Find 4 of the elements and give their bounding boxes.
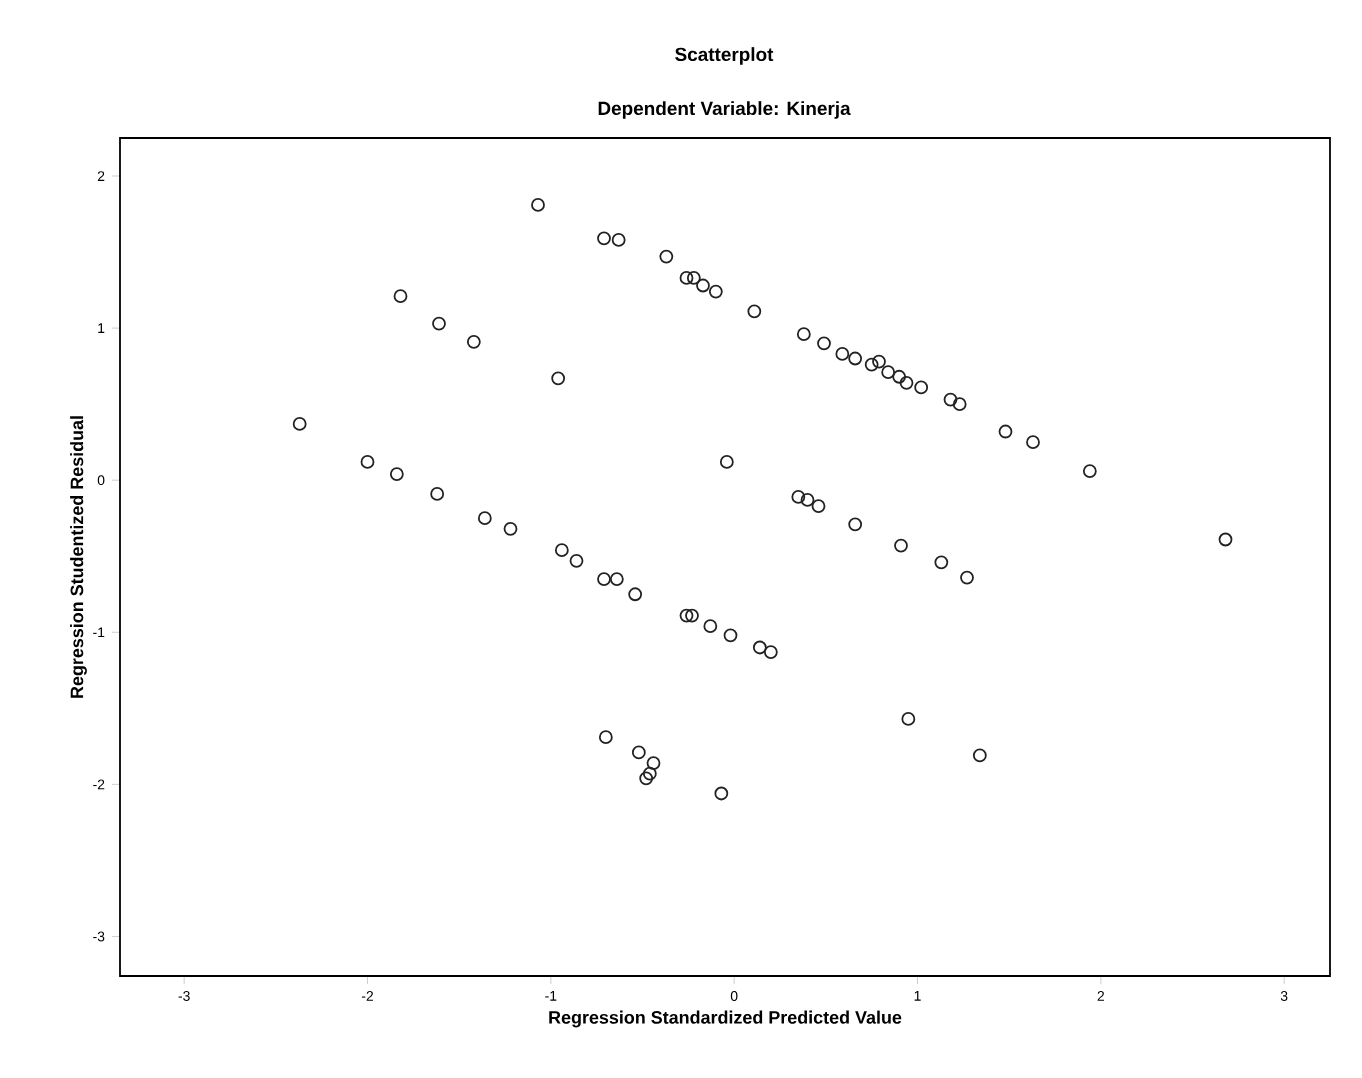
y-axis-title: Regression Studentized Residual bbox=[70, 416, 87, 698]
chart-title: Scatterplot bbox=[675, 47, 774, 65]
chart-subtitle: Dependent Variable: Kinerja bbox=[598, 101, 851, 119]
x-axis-title: Regression Standardized Predicted Value bbox=[549, 1010, 902, 1028]
